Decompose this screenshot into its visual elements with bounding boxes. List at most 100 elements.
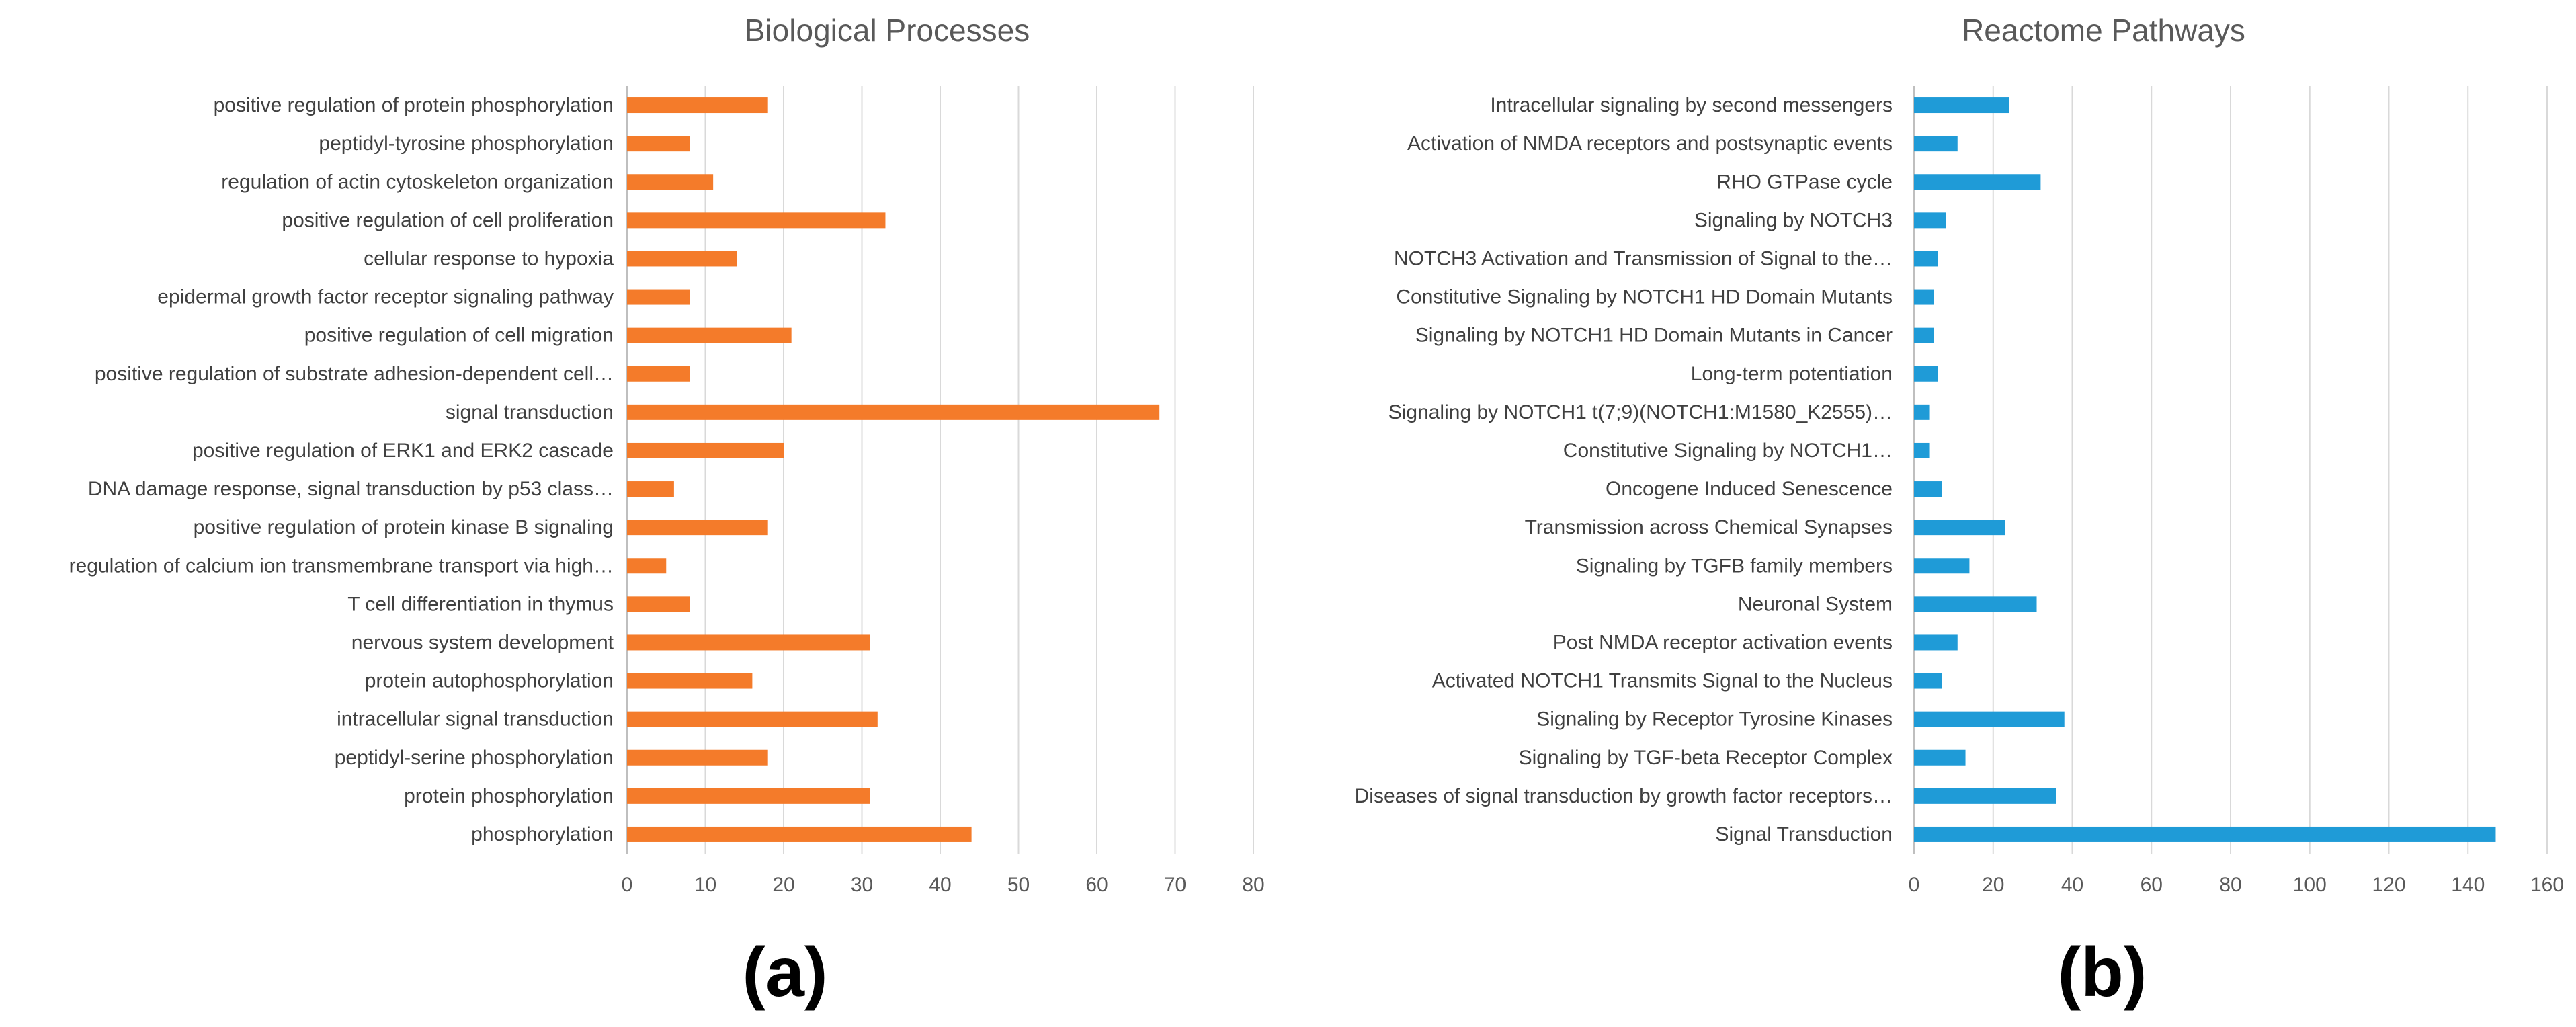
category-label: signal transduction bbox=[446, 401, 614, 423]
category-label: regulation of calcium ion transmembrane … bbox=[69, 554, 614, 577]
category-label: positive regulation of cell proliferatio… bbox=[282, 209, 614, 231]
gridlines bbox=[626, 86, 1254, 854]
x-tick-label: 50 bbox=[1007, 874, 1030, 896]
x-tick-label: 160 bbox=[2530, 874, 2564, 896]
x-tick-label: 0 bbox=[622, 874, 633, 896]
bar bbox=[627, 366, 690, 382]
category-label: Signal Transduction bbox=[1716, 823, 1893, 846]
bar bbox=[627, 520, 768, 536]
category-label: Signaling by TGFB family members bbox=[1576, 554, 1893, 577]
bar bbox=[1914, 711, 2065, 727]
category-label: Oncogene Induced Senescence bbox=[1606, 478, 1893, 500]
category-label: peptidyl-serine phosphorylation bbox=[335, 747, 614, 769]
x-tick-label: 20 bbox=[772, 874, 794, 896]
bar bbox=[627, 596, 690, 612]
x-tick-label: 20 bbox=[1982, 874, 2004, 896]
x-tick-labels: 0 20 40 60 80 100 120 140 160 bbox=[1909, 874, 2564, 896]
category-label: Signaling by NOTCH3 bbox=[1694, 209, 1893, 231]
bar bbox=[1914, 481, 1942, 497]
category-label: positive regulation of ERK1 and ERK2 cas… bbox=[192, 440, 614, 462]
bar bbox=[627, 711, 878, 727]
category-label: positive regulation of cell migration bbox=[304, 325, 614, 347]
bar bbox=[1914, 788, 2056, 804]
chart-reactome-pathways: Reactome Pathways Intracellular signalin… bbox=[1355, 13, 2564, 1012]
category-label: Post NMDA receptor activation events bbox=[1553, 631, 1893, 653]
bar bbox=[1914, 289, 1934, 305]
category-label: Diseases of signal transduction by growt… bbox=[1355, 785, 1893, 807]
panel-label: (b) bbox=[2058, 934, 2147, 1012]
bar bbox=[1914, 826, 2496, 842]
category-label: Constitutive Signaling by NOTCH1 HD Doma… bbox=[1396, 286, 1893, 309]
category-label: Signaling by NOTCH1 t(7;9)(NOTCH1:M1580_… bbox=[1388, 401, 1893, 423]
gridlines bbox=[1913, 86, 2548, 854]
panel-label: (a) bbox=[742, 934, 827, 1012]
x-tick-label: 60 bbox=[1085, 874, 1108, 896]
bar bbox=[1914, 634, 1958, 651]
x-tick-label: 80 bbox=[1242, 874, 1264, 896]
x-tick-label: 100 bbox=[2293, 874, 2327, 896]
category-label: protein autophosphorylation bbox=[365, 670, 614, 692]
bar bbox=[627, 327, 792, 343]
x-tick-label: 0 bbox=[1909, 874, 1920, 896]
bar bbox=[1914, 212, 1946, 229]
chart-title: Biological Processes bbox=[745, 13, 1030, 48]
bar bbox=[627, 788, 870, 804]
x-tick-label: 140 bbox=[2451, 874, 2485, 896]
category-label: DNA damage response, signal transduction… bbox=[88, 478, 614, 500]
bar bbox=[627, 558, 667, 574]
category-label: protein phosphorylation bbox=[404, 785, 614, 807]
category-label: positive regulation of protein kinase B … bbox=[194, 516, 614, 538]
x-tick-label: 40 bbox=[929, 874, 951, 896]
bar bbox=[1914, 97, 2009, 114]
bar bbox=[627, 749, 768, 766]
category-label: phosphorylation bbox=[471, 823, 614, 846]
bar bbox=[1914, 404, 1930, 420]
bar bbox=[627, 97, 768, 114]
bar-series bbox=[1914, 97, 2496, 842]
category-label: Transmission across Chemical Synapses bbox=[1525, 516, 1893, 538]
bar bbox=[627, 826, 972, 842]
category-label: Intracellular signaling by second messen… bbox=[1490, 94, 1893, 116]
bar bbox=[627, 673, 753, 689]
category-label: peptidyl-tyrosine phosphorylation bbox=[319, 132, 614, 155]
category-label: nervous system development bbox=[351, 631, 614, 653]
category-label: intracellular signal transduction bbox=[337, 708, 614, 731]
x-tick-label: 120 bbox=[2372, 874, 2405, 896]
bar bbox=[1914, 749, 1966, 766]
x-tick-label: 10 bbox=[694, 874, 716, 896]
bar bbox=[627, 212, 886, 229]
bar bbox=[1914, 136, 1958, 152]
bar bbox=[627, 404, 1160, 420]
x-tick-label: 60 bbox=[2141, 874, 2163, 896]
category-label: RHO GTPase cycle bbox=[1716, 171, 1893, 193]
bar bbox=[627, 634, 870, 651]
bar bbox=[1914, 442, 1930, 458]
x-tick-labels: 0 10 20 30 40 50 60 70 80 bbox=[622, 874, 1265, 896]
bar bbox=[1914, 366, 1938, 382]
x-tick-label: 70 bbox=[1164, 874, 1186, 896]
category-label: Activation of NMDA receptors and postsyn… bbox=[1407, 132, 1893, 155]
category-labels: positive regulation of protein phosphory… bbox=[69, 94, 614, 846]
bar bbox=[627, 442, 784, 458]
chart-biological-processes: Biological Processes positive regulation… bbox=[69, 13, 1265, 1012]
category-label: Signaling by TGF-beta Receptor Complex bbox=[1519, 747, 1893, 769]
bar bbox=[1914, 174, 2041, 190]
bar bbox=[627, 136, 690, 152]
category-label: epidermal growth factor receptor signali… bbox=[157, 286, 614, 309]
bar bbox=[1914, 673, 1942, 689]
category-label: positive regulation of protein phosphory… bbox=[214, 94, 614, 116]
x-tick-label: 80 bbox=[2219, 874, 2241, 896]
category-labels: Intracellular signaling by second messen… bbox=[1355, 94, 1893, 846]
category-label: Signaling by Receptor Tyrosine Kinases bbox=[1536, 708, 1893, 731]
x-tick-label: 30 bbox=[851, 874, 873, 896]
bar bbox=[1914, 596, 2037, 612]
bar bbox=[1914, 520, 2005, 536]
category-label: Signaling by NOTCH1 HD Domain Mutants in… bbox=[1415, 325, 1893, 347]
category-label: positive regulation of substrate adhesio… bbox=[95, 363, 614, 385]
bar-series bbox=[627, 97, 1160, 842]
bar bbox=[1914, 251, 1938, 267]
bar bbox=[1914, 558, 1970, 574]
bar bbox=[1914, 327, 1934, 343]
x-tick-label: 40 bbox=[2061, 874, 2083, 896]
category-label: regulation of actin cytoskeleton organiz… bbox=[221, 171, 614, 193]
